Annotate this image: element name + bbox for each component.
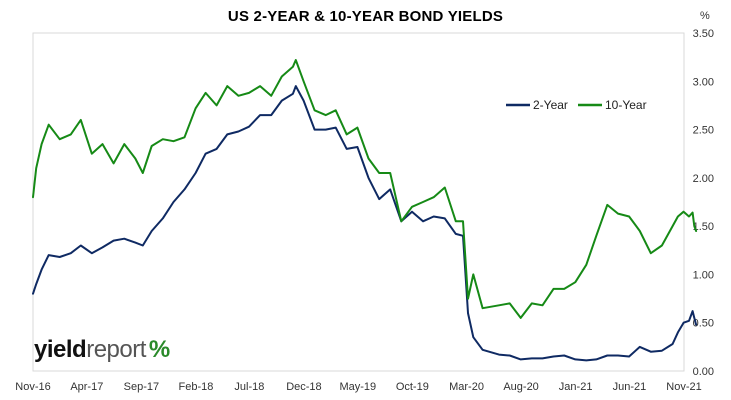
- x-tick-label: May-19: [339, 381, 376, 393]
- y-tick-label: 3.50: [693, 28, 714, 40]
- y-tick-label: 3.00: [693, 76, 714, 88]
- x-tick-label: Sep-17: [124, 381, 159, 393]
- x-tick-label: Jan-21: [559, 381, 593, 393]
- x-tick-label: Jul-18: [234, 381, 264, 393]
- x-tick-label: Nov-21: [666, 381, 701, 393]
- series-lines: [32, 59, 698, 362]
- x-tick-label: Feb-18: [178, 381, 213, 393]
- y-axis-unit-label: %: [700, 10, 710, 22]
- plot-area-border: [32, 32, 685, 372]
- y-tick-label: 0.00: [693, 366, 714, 378]
- x-tick-label: Dec-18: [286, 381, 321, 393]
- x-axis: Nov-16 Apr-17 Sep-17 Feb-18 Jul-18 Dec-18 May-…: [15, 381, 701, 393]
- y-tick-label: 2.50: [693, 125, 714, 137]
- brand-logo: yieldreport%: [34, 338, 170, 362]
- y-tick-label: 0.50: [693, 318, 714, 330]
- y-axis: 0.00 0.50 1.00 1.50 2.00 2.50 3.00 3.50: [693, 28, 714, 378]
- x-tick-label: Mar-20: [449, 381, 484, 393]
- y-tick-label: 1.50: [693, 221, 714, 233]
- x-tick-label: Oct-19: [396, 381, 429, 393]
- brand-logo-part2: report: [86, 336, 146, 363]
- series-line-10-year: [32, 59, 698, 319]
- brand-logo-part1: yield: [34, 336, 87, 363]
- x-tick-label: Jun-21: [613, 381, 647, 393]
- x-tick-label: Aug-20: [503, 381, 538, 393]
- chart-title: US 2-YEAR & 10-YEAR BOND YIELDS: [227, 8, 504, 25]
- legend-label: 2-Year: [533, 98, 568, 112]
- y-tick-label: 2.00: [693, 173, 714, 185]
- brand-logo-mark: %: [148, 336, 170, 363]
- x-tick-label: Apr-17: [70, 381, 103, 393]
- series-line-2-year: [32, 85, 698, 362]
- x-tick-label: Nov-16: [15, 381, 50, 393]
- y-tick-label: 1.00: [693, 269, 714, 281]
- legend: 2-Year 10-Year: [506, 98, 647, 112]
- legend-label: 10-Year: [605, 98, 647, 112]
